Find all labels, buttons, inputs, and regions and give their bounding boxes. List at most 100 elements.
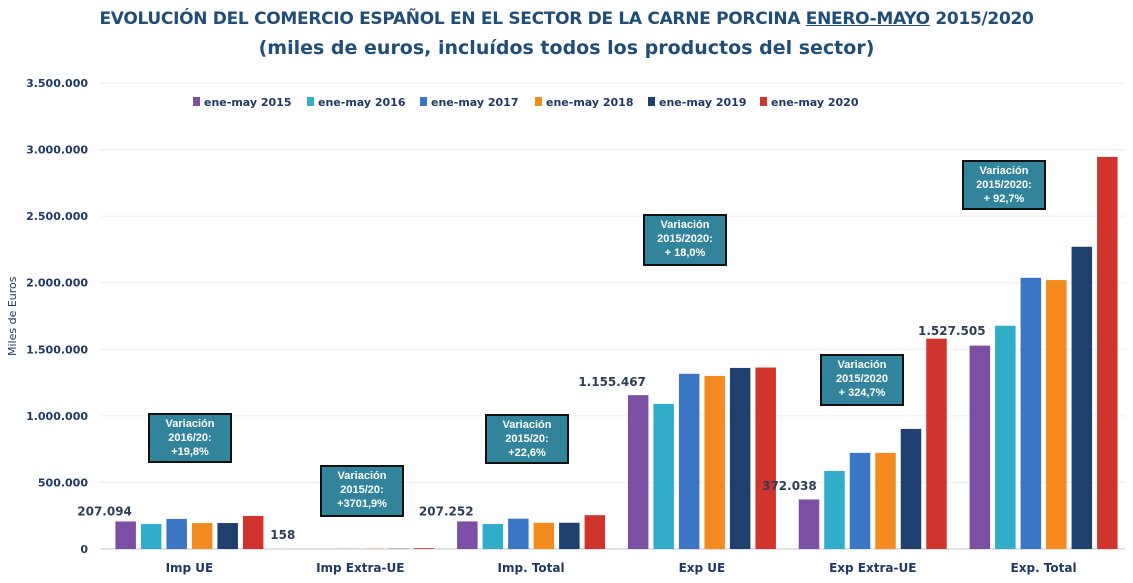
y-tick-label: 3.500.000 bbox=[26, 77, 88, 90]
annotation-line: + 92,7% bbox=[983, 193, 1025, 205]
legend-label: ene-may 2016 bbox=[318, 96, 406, 109]
annotation-line: +3701,9% bbox=[337, 498, 387, 510]
bar bbox=[729, 367, 751, 549]
bar bbox=[533, 522, 555, 549]
y-tick-label: 1.000.000 bbox=[26, 410, 88, 423]
data-labels: 207.094 158 207.252 1.155.467 372.038 1.527.5… bbox=[77, 324, 985, 542]
data-label: 1.527.505 bbox=[918, 324, 986, 338]
x-axis-ticks: Imp UE Imp Extra-UE Imp. Total Exp UE Exp Ex… bbox=[166, 561, 1077, 575]
variation-annotation: Variación 2016/20: +19,8% bbox=[148, 413, 232, 463]
legend-label: ene-may 2020 bbox=[771, 96, 859, 109]
bar bbox=[584, 515, 606, 549]
bar bbox=[1097, 156, 1118, 549]
chart-subtitle: (miles de euros, incluídos todos los pro… bbox=[258, 37, 875, 59]
bar bbox=[849, 452, 871, 549]
y-tick-label: 2.000.000 bbox=[26, 277, 88, 290]
bar bbox=[995, 325, 1016, 549]
bar bbox=[166, 518, 187, 549]
data-label: 207.094 bbox=[77, 504, 132, 518]
annotation-line: + 324,7% bbox=[838, 387, 886, 399]
variation-annotation: Variación 2015/2020: + 92,7% bbox=[962, 160, 1046, 210]
bar bbox=[678, 373, 700, 549]
annotation-line: 2015/2020: bbox=[976, 179, 1032, 191]
x-tick-label: Imp Extra-UE bbox=[316, 561, 404, 575]
y-axis-label: Miles de Euros bbox=[6, 276, 19, 356]
annotation-line: 2015/2020 bbox=[836, 373, 888, 385]
data-label: 1.155.467 bbox=[578, 375, 646, 389]
y-tick-label: 500.000 bbox=[38, 476, 88, 489]
legend-swatch bbox=[760, 97, 767, 106]
annotation-line: Variación bbox=[502, 419, 552, 431]
x-tick-label: Exp. Total bbox=[1011, 561, 1077, 575]
bar bbox=[559, 522, 580, 549]
data-label: 207.252 bbox=[419, 504, 474, 518]
bar bbox=[704, 375, 725, 549]
bar bbox=[457, 521, 478, 549]
legend-swatch bbox=[420, 97, 427, 106]
bar bbox=[508, 518, 529, 549]
title-underlined-period: ENERO-MAYO bbox=[805, 9, 930, 29]
title-prefix: EVOLUCIÓN DEL COMERCIO ESPAÑOL EN EL SEC… bbox=[99, 9, 806, 29]
bar bbox=[1046, 280, 1067, 549]
legend-swatch bbox=[535, 97, 542, 106]
x-tick-label: Imp. Total bbox=[498, 561, 565, 575]
bar bbox=[798, 499, 820, 549]
annotation-line: 2016/20: bbox=[168, 432, 212, 444]
bar bbox=[926, 338, 947, 549]
legend-label: ene-may 2015 bbox=[204, 96, 291, 109]
legend-swatch bbox=[307, 97, 314, 106]
y-tick-label: 0 bbox=[80, 543, 88, 556]
bar bbox=[627, 395, 649, 549]
legend-swatch bbox=[193, 97, 200, 106]
bar bbox=[969, 345, 991, 549]
annotation-line: 2015/20: bbox=[505, 433, 549, 445]
annotation-line: Variación bbox=[979, 165, 1029, 177]
annotation-line: +22,6% bbox=[508, 447, 546, 459]
annotation-line: Variación bbox=[165, 418, 215, 430]
annotation-line: Variación bbox=[837, 359, 887, 371]
y-tick-label: 3.000.000 bbox=[26, 144, 88, 157]
gridlines bbox=[100, 82, 1125, 550]
data-label: 158 bbox=[270, 528, 295, 542]
bar bbox=[1020, 277, 1042, 549]
bars bbox=[115, 156, 1118, 549]
y-axis-ticks: 0 500.000 1.000.000 1.500.000 2.000.000 2.500… bbox=[26, 77, 88, 556]
annotation-line: 2015/2020: bbox=[657, 233, 713, 245]
variation-annotation: Variación 2015/20: +22,6% bbox=[485, 414, 569, 464]
annotation-line: Variación bbox=[660, 219, 710, 231]
y-tick-label: 1.500.000 bbox=[26, 343, 88, 356]
annotation-line: + 18,0% bbox=[664, 247, 706, 259]
bar bbox=[242, 515, 264, 549]
bar bbox=[115, 521, 136, 549]
chart-title-line-1: EVOLUCIÓN DEL COMERCIO ESPAÑOL EN EL SEC… bbox=[0, 9, 1133, 29]
legend-label: ene-may 2019 bbox=[659, 96, 746, 109]
bar bbox=[217, 523, 238, 549]
title-suffix: 2015/2020 bbox=[929, 9, 1034, 29]
x-tick-label: Imp UE bbox=[166, 561, 214, 575]
data-label: 372.038 bbox=[762, 479, 817, 493]
legend-label: ene-may 2017 bbox=[431, 96, 518, 109]
legend-label: ene-may 2018 bbox=[546, 96, 633, 109]
bar bbox=[191, 523, 213, 549]
bar bbox=[824, 470, 845, 549]
x-tick-label: Exp Extra-UE bbox=[829, 561, 916, 575]
variation-annotation: Variación 2015/2020 + 324,7% bbox=[820, 354, 904, 406]
bar bbox=[755, 367, 776, 549]
annotation-line: +19,8% bbox=[171, 446, 209, 458]
variation-annotation: Variación 2015/2020: + 18,0% bbox=[643, 214, 727, 266]
bar bbox=[653, 403, 674, 549]
bar bbox=[140, 523, 162, 549]
x-tick-label: Exp UE bbox=[679, 561, 726, 575]
bar bbox=[482, 523, 504, 549]
bar bbox=[1071, 246, 1093, 549]
legend-swatch bbox=[648, 97, 655, 106]
annotation-line: 2015/20: bbox=[340, 484, 384, 496]
bar bbox=[875, 452, 896, 549]
bar bbox=[900, 428, 922, 549]
bar bbox=[413, 548, 435, 549]
y-tick-label: 2.500.000 bbox=[26, 210, 88, 223]
variation-annotation: Variación 2015/20: +3701,9% bbox=[320, 465, 404, 517]
legend: ene-may 2015 ene-may 2016 ene-may 2017 ene-… bbox=[193, 96, 859, 109]
annotation-line: Variación bbox=[337, 470, 387, 482]
